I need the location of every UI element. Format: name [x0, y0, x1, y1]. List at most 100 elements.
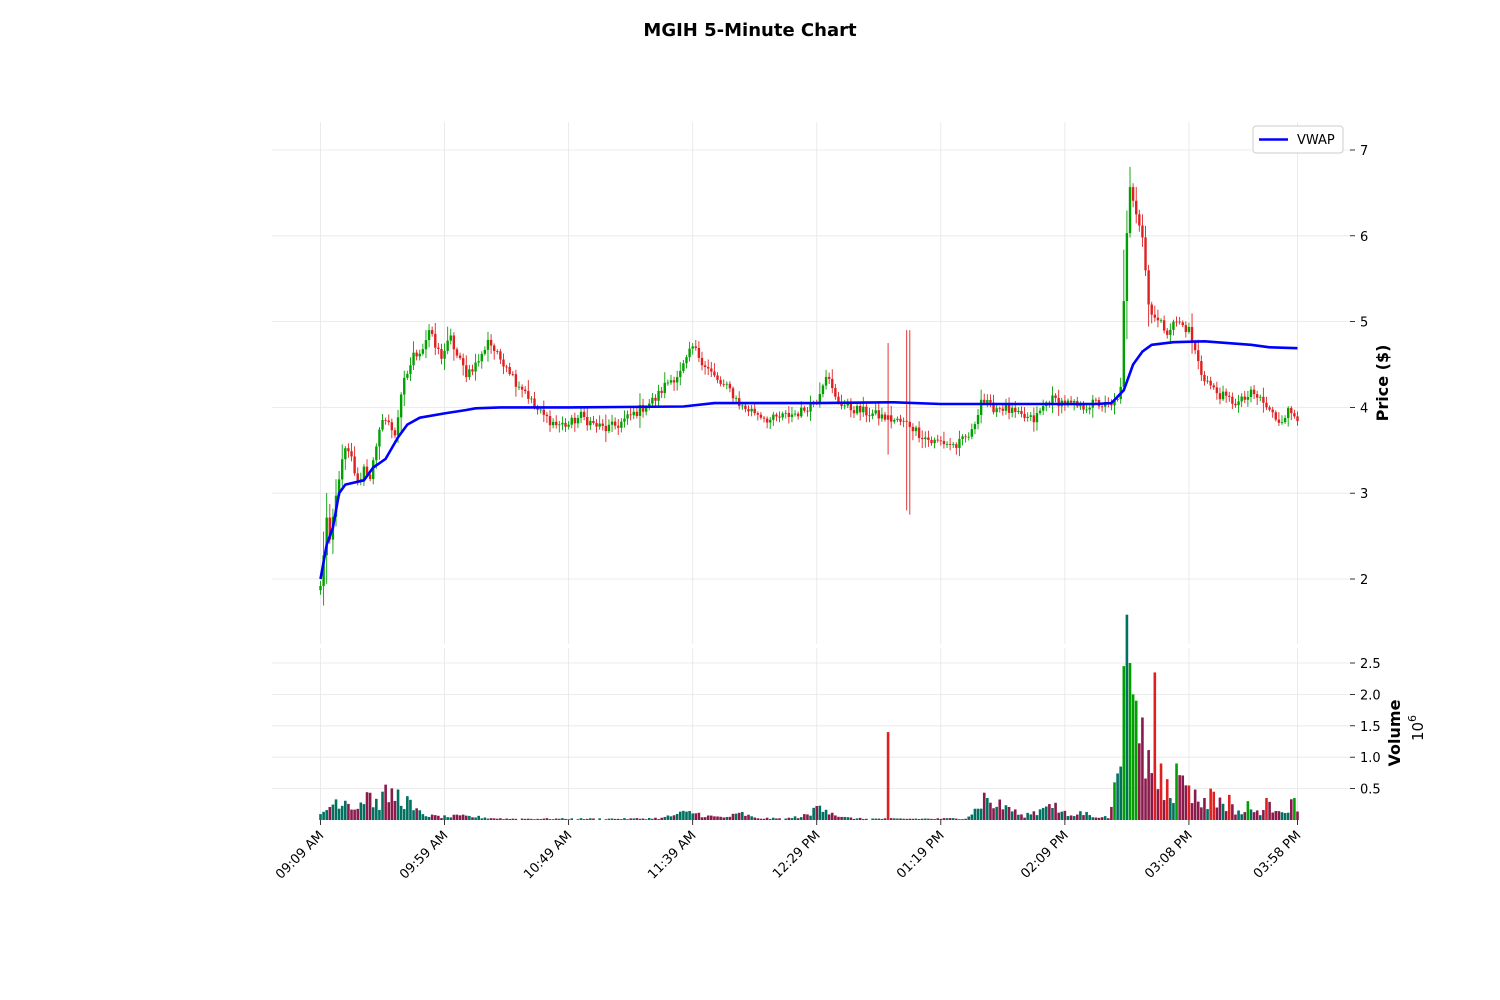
volume-bar — [830, 812, 834, 820]
volume-bar — [582, 819, 586, 820]
candle-body — [623, 418, 626, 422]
volume-bar — [567, 819, 570, 820]
volume-bar — [402, 809, 406, 820]
volume-bar — [899, 818, 902, 820]
x-tick-label: 03:58 PM — [1251, 828, 1304, 881]
volume-bar — [874, 818, 877, 820]
candle-body — [1296, 416, 1299, 422]
candle-body — [1283, 418, 1287, 423]
candle-body — [589, 420, 592, 426]
volume-bar — [843, 816, 846, 820]
candle-body — [967, 436, 970, 438]
candle-body — [1200, 361, 1203, 375]
volume-bar — [651, 818, 654, 820]
candle-body — [942, 440, 946, 445]
volume-bar — [495, 818, 499, 820]
candle-body — [1032, 415, 1036, 423]
volume-bar — [356, 808, 360, 820]
volume-bar — [979, 808, 983, 820]
candle-body — [852, 410, 856, 414]
volume-bar — [654, 817, 657, 820]
volume-bar — [1286, 812, 1290, 820]
volume-bar — [793, 816, 797, 820]
candle-body — [1255, 394, 1259, 398]
candle-body — [458, 355, 462, 359]
candle-body — [1159, 320, 1163, 322]
candle-body — [471, 369, 474, 372]
candle-body — [1020, 410, 1023, 414]
candle-body — [350, 451, 353, 457]
candle-body — [520, 386, 524, 390]
candle-body — [710, 368, 713, 372]
volume-bar — [1100, 817, 1104, 820]
volume-bar — [982, 792, 986, 820]
candle-body — [455, 349, 459, 356]
volume-bar — [896, 818, 899, 820]
candle-body — [806, 410, 809, 412]
candle-body — [1113, 399, 1116, 406]
volume-multiplier-exponent: 6 — [1406, 715, 1419, 722]
volume-bar — [613, 818, 617, 820]
candle-body — [480, 353, 483, 362]
candle-body — [1197, 350, 1200, 362]
candle-body — [474, 362, 477, 372]
candle-body — [1268, 407, 1271, 410]
volume-bar — [787, 817, 791, 820]
volume-bar — [1001, 809, 1005, 820]
volume-bar — [818, 805, 822, 820]
price-y-ticks: 2 3 4 5 6 7 — [1350, 144, 1368, 588]
candle-body — [530, 398, 533, 400]
candle-body — [787, 412, 791, 417]
volume-bar — [533, 819, 536, 820]
candle-body — [427, 330, 431, 341]
volume-bar — [644, 819, 648, 820]
volume-bar — [1255, 810, 1259, 820]
volume-bar — [675, 813, 679, 820]
volume-bar — [889, 818, 893, 820]
candle-body — [679, 370, 682, 378]
volume-bar — [1147, 750, 1150, 820]
candle-body — [796, 413, 800, 417]
volume-tick-label: 1.5 — [1360, 720, 1381, 735]
candle-body — [734, 398, 738, 399]
candle-body — [672, 380, 676, 383]
chart-title: MGIH 5-Minute Chart — [643, 20, 857, 41]
candle-body — [694, 346, 697, 348]
candle-body — [1128, 187, 1132, 234]
volume-bar — [570, 818, 574, 820]
volume-bar — [1181, 775, 1185, 820]
candle-body — [555, 421, 558, 426]
price-tick-label: 7 — [1360, 144, 1368, 159]
candle-body — [1212, 385, 1215, 388]
volume-bar — [685, 811, 688, 820]
candle-body — [986, 400, 989, 403]
candle-body — [499, 351, 502, 360]
x-tick-label: 12:29 PM — [770, 828, 823, 881]
volume-bar — [1265, 798, 1268, 820]
volume-bar — [657, 819, 660, 820]
candle-body — [654, 397, 657, 401]
volume-bar — [855, 818, 859, 820]
volume-bar — [1072, 816, 1076, 820]
candle-body — [660, 390, 663, 393]
candle-body — [964, 436, 967, 438]
volume-bar — [1007, 806, 1011, 820]
volume-bar — [753, 817, 757, 820]
candle-body — [772, 414, 775, 420]
volume-bar — [371, 807, 375, 820]
candle-body — [601, 423, 604, 426]
volume-bar — [803, 814, 806, 820]
candle-body — [1252, 389, 1256, 395]
volume-bar — [1054, 802, 1057, 820]
legend-vwap-label: VWAP — [1297, 133, 1335, 148]
volume-bar — [446, 817, 449, 820]
volume-bar — [1234, 814, 1237, 820]
candle-body — [514, 374, 518, 387]
candle-body — [415, 352, 418, 357]
candle-body — [477, 361, 480, 363]
volume-bar — [1035, 815, 1039, 820]
candle-body — [489, 339, 493, 346]
volume-bar — [1026, 812, 1029, 820]
candle-body — [998, 408, 1001, 410]
volume-bar — [846, 817, 850, 820]
